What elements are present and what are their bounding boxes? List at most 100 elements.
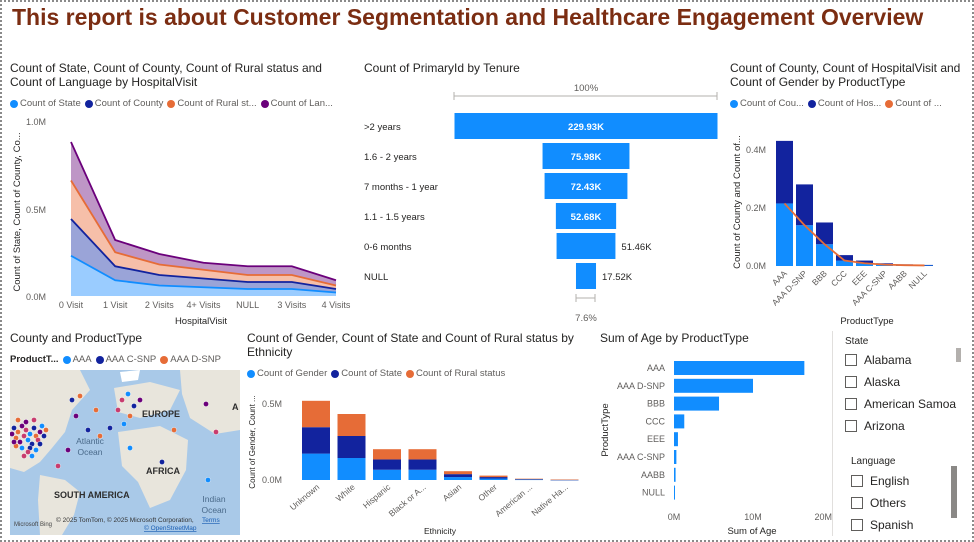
map-data-point — [159, 459, 165, 465]
map-canvas[interactable]: Atlantic Ocean Indian Ocean EUROPE AFRIC… — [10, 370, 240, 535]
ethnicity-bar — [515, 478, 543, 480]
map-data-point — [11, 439, 17, 445]
combo-ytick: 0.2M — [746, 203, 766, 213]
combo-ylabel: Count of County and Count of... — [732, 135, 743, 269]
state-option-alaska[interactable]: Alaska — [845, 371, 957, 393]
funnel-data-label: 72.43K — [571, 182, 602, 193]
checkbox[interactable] — [845, 420, 857, 432]
map-visual[interactable]: Atlantic Ocean Indian Ocean EUROPE AFRIC… — [10, 370, 240, 535]
age-bar — [674, 361, 805, 375]
combo-bar — [796, 225, 813, 266]
map-data-point — [85, 427, 91, 433]
combo-chart-title: Count of County, Count of HospitalVisit … — [730, 61, 961, 89]
ethnicity-bar — [373, 449, 401, 460]
map-data-point — [10, 431, 15, 437]
ethnicity-bar — [373, 459, 401, 470]
age-xtick: 20M — [814, 512, 832, 522]
map-attribution: © 2025 TomTom, © 2025 Microsoft Corporat… — [56, 516, 194, 524]
legend-item-language[interactable]: Count of Lan... — [260, 98, 333, 109]
ethnicity-bar — [408, 459, 437, 470]
funnel-chart[interactable]: 100% >2 years 229.93K 1.6 - 2 years 75.98K 7… — [360, 78, 726, 326]
area-chart[interactable]: 1.0M 0.5M 0.0M Count of State, Count of … — [6, 112, 356, 330]
legend-item-county[interactable]: Count of County — [84, 98, 163, 109]
map-data-point — [93, 407, 99, 413]
map-data-point — [19, 445, 25, 451]
age-bar — [674, 450, 677, 464]
language-option-spanish[interactable]: Spanish — [851, 514, 951, 536]
age-chart[interactable]: ProductType AAA AAA D-SNP BBB CCC EEE AAA C-S… — [596, 354, 840, 538]
map-data-point — [29, 453, 35, 459]
area-xtick: 0 Visit — [59, 300, 84, 310]
ethnicity-bar — [444, 474, 472, 478]
legend-item-gender[interactable]: Count of Gender — [247, 368, 327, 379]
funnel-category-label: 0-6 months — [364, 242, 412, 253]
map-data-point — [21, 453, 27, 459]
state-slicer-label: State — [845, 336, 869, 347]
map-legend: ProductT... AAA AAA C-SNP AAA D-SNP — [10, 354, 225, 365]
legend-item-rural[interactable]: Count of Rural status — [405, 368, 505, 379]
ethnicity-ytick: 0.5M — [262, 399, 282, 409]
ethnicity-bar — [302, 427, 330, 454]
combo-bar — [856, 263, 873, 266]
state-option-american-samoa[interactable]: American Samoa — [845, 393, 957, 415]
ethnicity-chart[interactable]: Count of Gender, Count ... 0.5M 0.0M Unk… — [244, 382, 594, 538]
ethnicity-bar — [515, 479, 543, 481]
language-option-others[interactable]: Others — [851, 492, 951, 514]
state-option-arizona[interactable]: Arizona — [845, 415, 957, 437]
legend-item-rural[interactable]: Count of Rural st... — [167, 98, 257, 109]
age-bar — [674, 396, 720, 411]
legend-item-aaa-c-snp[interactable]: AAA C-SNP — [95, 354, 156, 365]
checkbox[interactable] — [845, 376, 857, 388]
checkbox[interactable] — [851, 497, 863, 509]
report-title: This report is about Customer Segmentati… — [12, 4, 924, 30]
ethnicity-ytick: 0.0M — [262, 475, 282, 485]
map-data-point — [31, 417, 37, 423]
age-xtick: 0M — [668, 512, 681, 522]
map-osm-link[interactable]: © OpenStreetMap — [144, 524, 197, 532]
map-terms-link[interactable]: Terms — [202, 517, 220, 524]
funnel-bar — [575, 263, 597, 289]
ethnicity-xtick: Black or A... — [387, 482, 428, 519]
ethnicity-xtick: White — [334, 482, 357, 504]
area-layer-2 — [71, 219, 336, 293]
age-bar — [674, 432, 678, 447]
state-slicer-scrollbar[interactable] — [956, 348, 961, 362]
checkbox[interactable] — [845, 398, 857, 410]
legend-item-state[interactable]: Count of State — [331, 368, 402, 379]
combo-xlabel: ProductType — [840, 316, 893, 327]
legend-item-hospitalvisit[interactable]: Count of Hos... — [807, 98, 881, 109]
area-xtick: 2 Visits — [145, 300, 174, 310]
map-label-europe: EUROPE — [142, 409, 180, 419]
area-xtick: NULL — [236, 300, 259, 310]
combo-chart[interactable]: Count of County and Count of... 0.4M 0.2… — [728, 112, 950, 328]
language-slicer-scrollbar[interactable] — [951, 466, 957, 518]
ethnicity-bar — [479, 478, 508, 480]
legend-item-state[interactable]: Count of State — [10, 98, 81, 109]
funnel-category-label: 7 months - 1 year — [364, 182, 438, 193]
map-data-point — [37, 441, 43, 447]
map-data-point — [137, 397, 143, 403]
area-series-line — [70, 141, 337, 282]
legend-item-aaa-d-snp[interactable]: AAA D-SNP — [160, 354, 221, 365]
combo-bar — [836, 260, 853, 266]
checkbox[interactable] — [851, 519, 863, 531]
legend-item-gender[interactable]: Count of ... — [885, 98, 942, 109]
map-data-point — [171, 427, 177, 433]
legend-item-county[interactable]: Count of Cou... — [730, 98, 804, 109]
map-data-point — [127, 413, 133, 419]
map-data-point — [11, 425, 17, 431]
state-slicer: Alabama Alaska American Samoa Arizona — [845, 349, 957, 437]
legend-item-aaa[interactable]: AAA — [62, 354, 92, 365]
africa-shape — [118, 426, 188, 508]
map-data-point — [33, 447, 39, 453]
checkbox[interactable] — [851, 475, 863, 487]
language-option-english[interactable]: English — [851, 470, 951, 492]
state-option-alabama[interactable]: Alabama — [845, 349, 957, 371]
funnel-data-label: 17.52K — [602, 272, 633, 283]
map-data-point — [21, 433, 27, 439]
funnel-data-label: 229.93K — [568, 122, 604, 133]
age-category-label: AAA C-SNP — [617, 452, 665, 462]
checkbox[interactable] — [845, 354, 857, 366]
combo-ytick: 0.0M — [746, 261, 766, 271]
map-data-point — [107, 425, 113, 431]
